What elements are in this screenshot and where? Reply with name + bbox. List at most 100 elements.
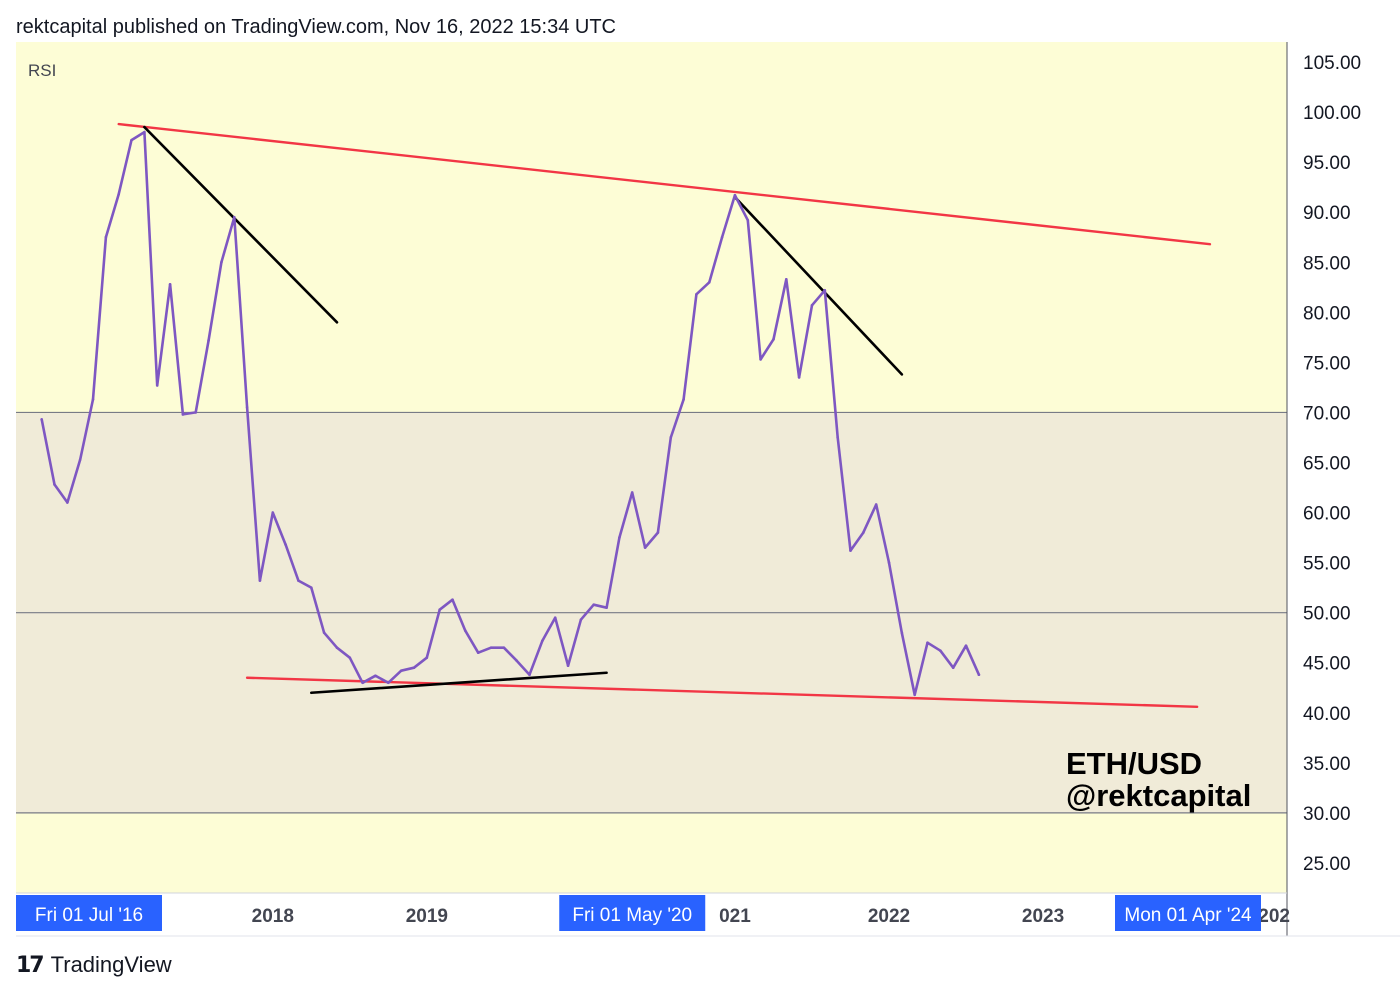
- red-trendline-1: [245, 676, 1199, 708]
- rsi-data-point: [618, 536, 621, 539]
- y-tick-label: 40.00: [1303, 704, 1351, 725]
- rsi-data-point: [117, 192, 121, 196]
- rsi-data-point: [707, 280, 711, 284]
- rsi-data-point: [682, 398, 685, 401]
- red-trendline-0: [117, 122, 1212, 246]
- rsi-data-point: [836, 436, 839, 439]
- rsi-data-point: [630, 491, 634, 494]
- rsi-data-point: [951, 666, 955, 670]
- rsi-data-point: [476, 651, 480, 655]
- rsi-data-point: [309, 586, 313, 589]
- rsi-data-point: [104, 235, 108, 239]
- rsi-chart[interactable]: 105.00 100.00 95.00 90.00 85.00 80.00 75.00 70.…: [0, 0, 1400, 940]
- rsi-data-point: [155, 384, 159, 387]
- indicator-label: RSI: [28, 61, 56, 80]
- rsi-data-point: [695, 292, 698, 296]
- rsi-data-point: [926, 641, 929, 645]
- rsi-data-point: [374, 674, 377, 678]
- rsi-data-point: [361, 681, 364, 685]
- rsi-data-point: [862, 531, 865, 534]
- date-badge-2[interactable]: [1115, 895, 1261, 931]
- rsi-data-point: [579, 618, 583, 621]
- y-tick-label: 70.00: [1303, 403, 1351, 424]
- x-tick-label: 2019: [406, 906, 448, 927]
- x-tick-label: 202: [1258, 906, 1290, 927]
- rsi-data-point: [348, 656, 352, 660]
- rsi-data-point: [566, 664, 570, 668]
- rsi-data-point: [451, 598, 454, 601]
- rsi-data-point: [502, 646, 506, 650]
- rsi-data-point: [887, 561, 891, 564]
- rsi-data-point: [797, 376, 801, 379]
- rsi-data-point: [964, 644, 968, 648]
- rsi-data-point: [810, 304, 814, 307]
- y-tick-label: 95.00: [1303, 153, 1351, 174]
- y-tick-label: 90.00: [1303, 203, 1351, 224]
- date-badge-1[interactable]: [559, 895, 706, 931]
- y-tick-label: 25.00: [1303, 854, 1351, 875]
- rsi-data-point: [322, 631, 326, 634]
- rsi-data-point: [258, 579, 262, 582]
- rsi-data-point: [489, 646, 493, 650]
- rsi-data-point: [220, 260, 223, 264]
- rsi-data-point: [335, 646, 339, 650]
- y-tick-label: 85.00: [1303, 253, 1351, 274]
- rsi-data-point: [900, 631, 904, 634]
- rsi-data-point: [746, 218, 750, 222]
- rsi-data-point: [874, 503, 878, 506]
- rsi-data-point: [643, 546, 647, 549]
- rsi-data-point: [605, 606, 608, 609]
- rsi-data-point: [53, 483, 56, 486]
- rsi-data-point: [399, 669, 403, 673]
- tradingview-logo[interactable]: 17 TradingView: [16, 952, 172, 978]
- rsi-data-point: [541, 639, 544, 643]
- rsi-data-point: [656, 531, 660, 534]
- rsi-data-point: [194, 411, 198, 414]
- date-badge-label: Fri 01 Jul '16: [35, 905, 143, 926]
- rsi-data-point: [425, 656, 429, 660]
- rsi-data-point: [515, 659, 518, 663]
- rsi-data-point: [553, 616, 557, 619]
- x-tick-label: 2023: [1022, 906, 1064, 927]
- y-tick-label: 100.00: [1303, 103, 1361, 124]
- annotation-pair: ETH/USD: [1066, 746, 1202, 781]
- black-trendline-2: [143, 125, 339, 324]
- y-tick-label: 65.00: [1303, 453, 1351, 474]
- rsi-data-point: [785, 277, 788, 281]
- rsi-data-point: [143, 130, 146, 134]
- rsi-data-point: [271, 511, 275, 514]
- rsi-data-point: [592, 603, 596, 606]
- date-badge-0[interactable]: [16, 895, 162, 931]
- y-tick-label: 30.00: [1303, 804, 1351, 825]
- x-tick-label: 021: [719, 906, 751, 927]
- x-tick-label: 2022: [868, 906, 910, 927]
- y-tick-label: 55.00: [1303, 554, 1351, 575]
- rsi-data-point: [284, 543, 287, 546]
- publish-info: rektcapital published on TradingView.com…: [16, 16, 616, 38]
- black-trendline-3: [733, 195, 904, 376]
- tradingview-brand-name: TradingView: [50, 952, 172, 977]
- y-tick-label: 75.00: [1303, 353, 1351, 374]
- rsi-data-point: [438, 608, 441, 611]
- rsi-data-point: [181, 413, 185, 416]
- y-tick-label: 60.00: [1303, 504, 1351, 525]
- rsi-data-point: [772, 338, 775, 341]
- black-trendline-4: [309, 671, 608, 695]
- rsi-data-point: [720, 235, 724, 239]
- rsi-data-point: [207, 339, 210, 342]
- rsi-data-point: [245, 406, 249, 409]
- y-tick-label: 80.00: [1303, 303, 1351, 324]
- rsi-data-point: [464, 629, 467, 632]
- rsi-data-point: [40, 418, 43, 421]
- rsi-data-point: [939, 649, 942, 653]
- tradingview-17-icon: 17: [16, 952, 45, 978]
- y-tick-label: 45.00: [1303, 654, 1351, 675]
- date-badge-label: Fri 01 May '20: [572, 905, 692, 926]
- date-badge-label: Mon 01 Apr '24: [1124, 905, 1252, 926]
- annotation-author: @rektcapital: [1066, 778, 1251, 813]
- rsi-data-point: [733, 193, 737, 197]
- rsi-data-point: [669, 436, 673, 439]
- rsi-data-point: [297, 579, 300, 582]
- rsi-data-point: [130, 138, 133, 142]
